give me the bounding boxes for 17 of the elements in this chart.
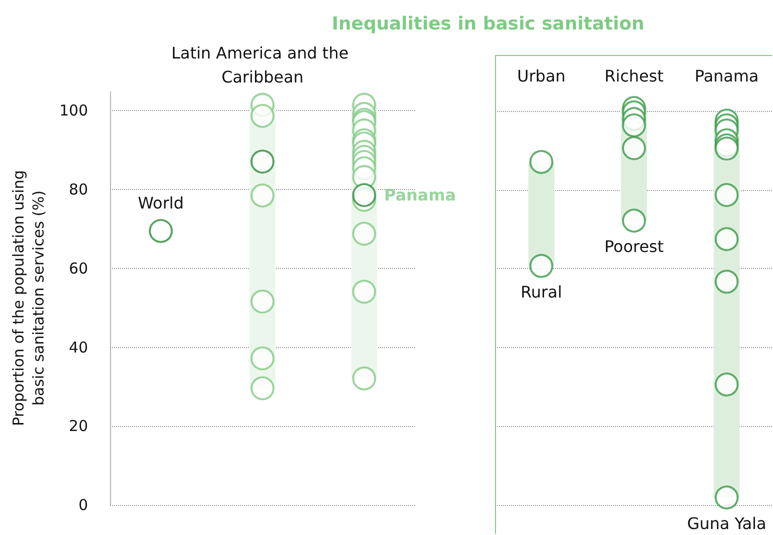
- x-tick-label: World: [138, 193, 184, 212]
- y-tick-label: 80: [68, 180, 88, 199]
- y-tick-label: 100: [59, 102, 88, 120]
- x-tick-label: Latin America and the Caribbean: [171, 43, 354, 86]
- annotation: Guna Yala: [687, 514, 766, 534]
- annotation: Rural: [520, 282, 562, 302]
- y-tick-label: 0: [78, 496, 88, 514]
- y-tick-label: 60: [68, 259, 88, 278]
- y-axis-title: Proportion of the population using basic sanitation services (%): [9, 170, 48, 426]
- y-tick-label: 40: [68, 338, 88, 356]
- x-tick-label: Richest: [604, 66, 664, 86]
- x-tick-label: Urban: [517, 66, 566, 86]
- x-tick-label: Panama: [694, 66, 759, 86]
- chart-title: Inequalities in basic sanitation: [332, 14, 644, 34]
- series-label: Panama: [384, 186, 456, 205]
- y-tick-label: 20: [68, 417, 88, 436]
- annotation: Poorest: [604, 237, 664, 256]
